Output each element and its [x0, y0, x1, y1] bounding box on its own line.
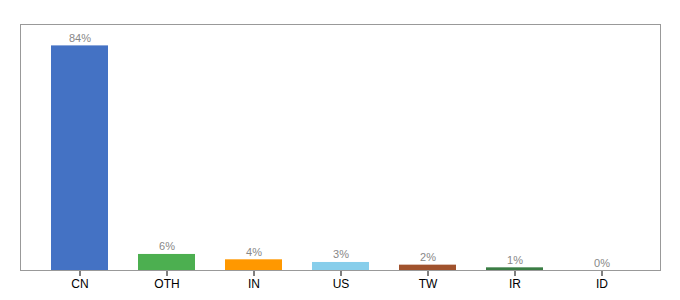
svg-text:6%: 6%	[159, 240, 175, 252]
svg-text:IN: IN	[248, 277, 260, 291]
svg-text:2%: 2%	[420, 251, 436, 263]
svg-text:CN: CN	[71, 277, 88, 291]
svg-text:TW: TW	[419, 277, 438, 291]
svg-text:OTH: OTH	[154, 277, 179, 291]
svg-text:IR: IR	[509, 277, 521, 291]
svg-text:ID: ID	[596, 277, 608, 291]
svg-text:4%: 4%	[246, 246, 262, 258]
svg-text:0%: 0%	[594, 257, 610, 269]
svg-text:1%: 1%	[507, 254, 523, 266]
svg-text:3%: 3%	[333, 248, 349, 260]
svg-text:84%: 84%	[69, 32, 91, 44]
svg-text:US: US	[333, 277, 350, 291]
